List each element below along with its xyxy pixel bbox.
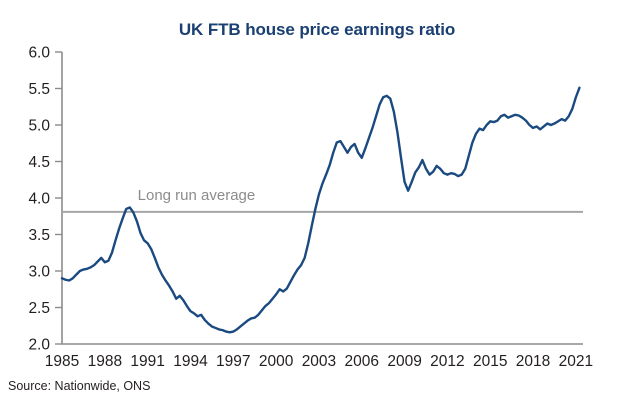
- x-tick-label: 2003: [302, 353, 336, 370]
- y-tick-label: 6.0: [28, 45, 50, 62]
- x-tick-label: 2009: [387, 353, 421, 370]
- x-tick-label: 1994: [173, 353, 208, 370]
- x-axis-group: 1985 1988 1991 1994 1997 2000 2003 2006 2009 2012…: [45, 343, 593, 370]
- x-tick-label: 2006: [345, 353, 379, 370]
- x-axis-ticks: 1985 1988 1991 1994 1997 2000 2003 2006 2009 2012…: [45, 353, 593, 370]
- y-tick-label: 4.5: [28, 154, 50, 171]
- x-tick-label: 1997: [216, 353, 250, 370]
- x-tick-label: 1985: [45, 353, 79, 370]
- y-tick-label: 5.5: [28, 81, 50, 98]
- x-tick-label: 2018: [516, 353, 550, 370]
- y-axis-ticks: 2.0 2.5 3.0 3.5 4.0 4.5 5.0 5.5 6.0: [28, 45, 62, 354]
- x-tick-label: 1988: [88, 353, 122, 370]
- y-tick-label: 3.0: [28, 264, 50, 281]
- data-series-line: [60, 86, 581, 334]
- y-tick-label: 3.5: [28, 227, 50, 244]
- data-series-group: [60, 86, 581, 334]
- x-tick-label: 2000: [259, 353, 294, 370]
- y-tick-label: 5.0: [28, 118, 50, 135]
- annotation-group: Long run average: [62, 187, 583, 213]
- x-tick-label: 2021: [559, 353, 593, 370]
- x-tick-label: 2012: [430, 353, 464, 370]
- source-note: Source: Nationwide, ONS: [8, 379, 151, 393]
- y-tick-label: 2.5: [28, 300, 50, 317]
- x-tick-label: 2015: [473, 353, 507, 370]
- long-run-average-label: Long run average: [138, 187, 256, 204]
- y-tick-label: 4.0: [28, 191, 50, 208]
- y-tick-label: 2.0: [28, 337, 50, 354]
- y-axis-group: 2.0 2.5 3.0 3.5 4.0 4.5 5.0 5.5 6.0: [28, 45, 63, 354]
- x-tick-label: 1991: [130, 353, 164, 370]
- chart-title: UK FTB house price earnings ratio: [178, 20, 456, 39]
